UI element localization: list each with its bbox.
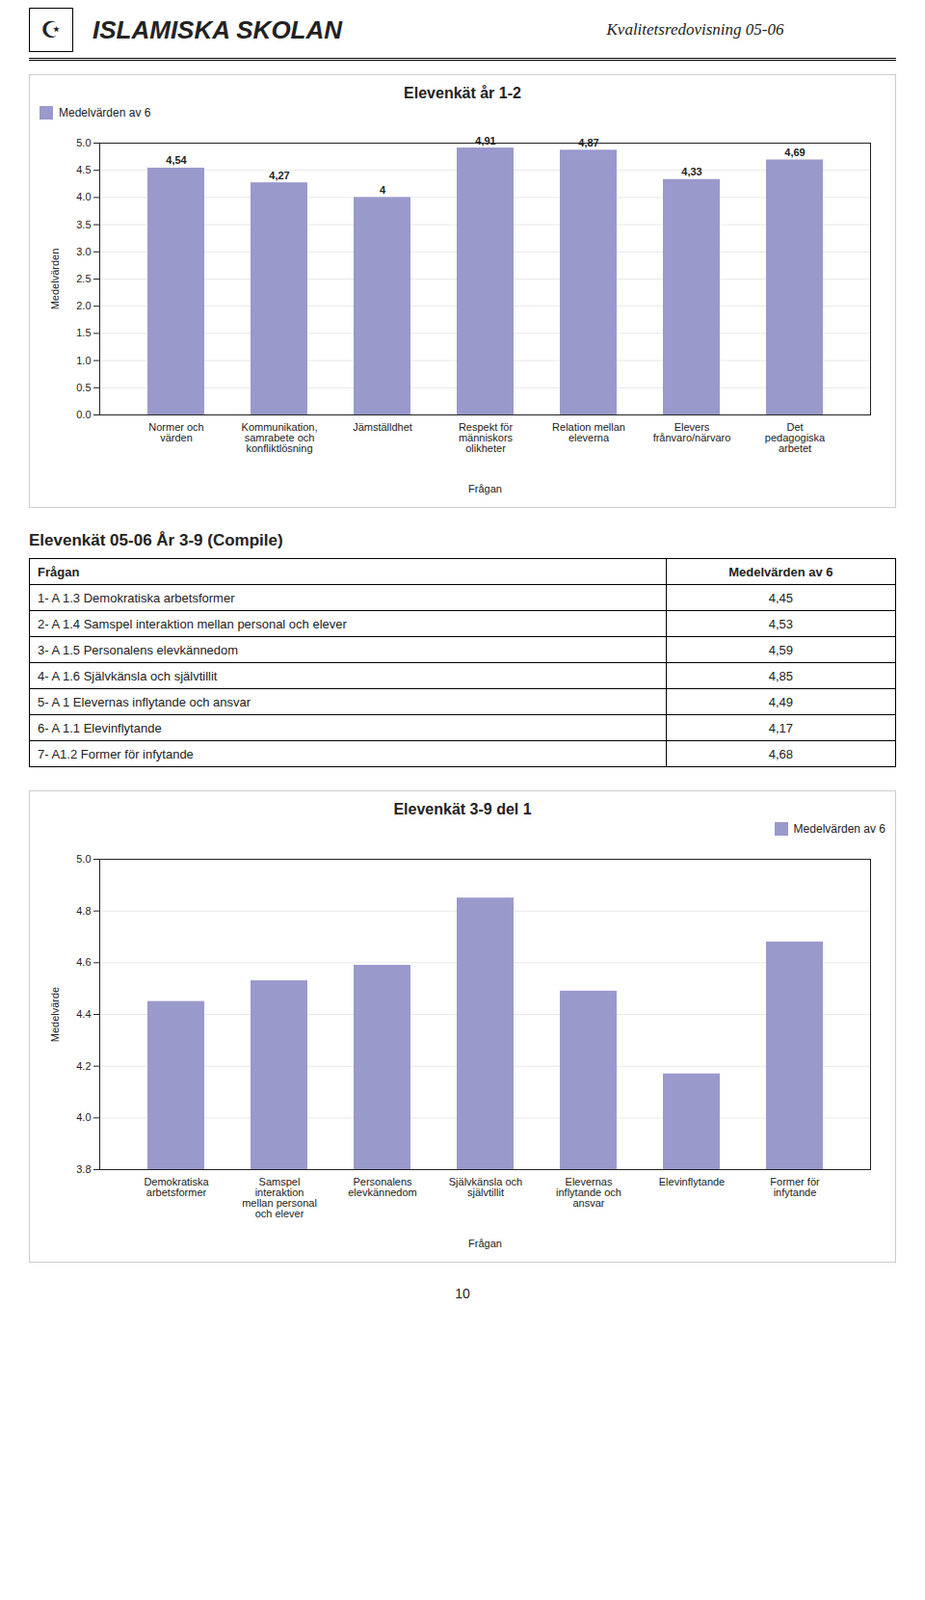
svg-text:5.0: 5.0 bbox=[76, 852, 91, 865]
svg-text:Demokratiskaarbetsformer: Demokratiskaarbetsformer bbox=[143, 1175, 210, 1198]
html-text:Medelvärden av 6: Medelvärden av 6 bbox=[728, 564, 834, 579]
svg-text:Frågan: Frågan bbox=[468, 1237, 503, 1249]
html-text:6- A 1.1 Elevinflytande: 6- A 1.1 Elevinflytande bbox=[37, 720, 162, 735]
html-text:Frågan: Frågan bbox=[37, 564, 80, 579]
html-text:1- A 1.3 Demokratiska arbetsfo: 1- A 1.3 Demokratiska arbetsformer bbox=[37, 590, 235, 605]
svg-text:Självkänsla ochsjälvtillit: Självkänsla ochsjälvtillit bbox=[449, 1175, 523, 1198]
html-text:Elevenkät 3-9 del 1: Elevenkät 3-9 del 1 bbox=[393, 800, 532, 818]
svg-text:Jämställdhet: Jämställdhet bbox=[352, 421, 413, 433]
svg-text:4.0: 4.0 bbox=[76, 190, 91, 203]
html-text:Elevenkät 05-06 År 3-9 (Compil: Elevenkät 05-06 År 3-9 (Compile) bbox=[28, 530, 283, 550]
html-text:4,53: 4,53 bbox=[768, 616, 793, 631]
html-text:5- A 1 Elevernas inflytande oc: 5- A 1 Elevernas inflytande och ansvar bbox=[37, 694, 251, 709]
svg-text:Medelvärden: Medelvärden bbox=[49, 248, 61, 311]
html-text:ISLAMISKA SKOLAN: ISLAMISKA SKOLAN bbox=[92, 14, 343, 44]
html-text:7- A1.2 Former för infytande: 7- A1.2 Former för infytande bbox=[37, 746, 194, 761]
html-text:4,17: 4,17 bbox=[768, 720, 793, 735]
svg-text:3.0: 3.0 bbox=[76, 245, 91, 258]
svg-text:Elevinflytande: Elevinflytande bbox=[659, 1175, 726, 1188]
html-text:Medelvärden av 6: Medelvärden av 6 bbox=[58, 105, 151, 120]
html-text:4,68: 4,68 bbox=[768, 746, 793, 761]
svg-text:Medelvärde: Medelvärde bbox=[49, 986, 61, 1042]
svg-text:4.6: 4.6 bbox=[76, 955, 91, 968]
svg-text:0.5: 0.5 bbox=[76, 381, 91, 394]
svg-text:4.5: 4.5 bbox=[76, 163, 91, 176]
html-text:Kvalitetsredovisning 05-06: Kvalitetsredovisning 05-06 bbox=[606, 20, 784, 39]
html-text:2- A 1.4 Samspel interaktion m: 2- A 1.4 Samspel interaktion mellan pers… bbox=[37, 616, 347, 631]
svg-text:0.0: 0.0 bbox=[76, 408, 91, 421]
html-text:4,85: 4,85 bbox=[768, 668, 793, 683]
svg-text:4,87: 4,87 bbox=[578, 136, 599, 149]
svg-text:4,54: 4,54 bbox=[165, 154, 187, 166]
html-text:Medelvärden av 6: Medelvärden av 6 bbox=[793, 821, 886, 836]
svg-text:3.8: 3.8 bbox=[76, 1162, 91, 1175]
html-text:4- A 1.6 Självkänsla och själv: 4- A 1.6 Självkänsla och självtillit bbox=[37, 668, 218, 683]
svg-text:4,91: 4,91 bbox=[475, 134, 496, 147]
svg-text:Personalenselevkännedom: Personalenselevkännedom bbox=[347, 1175, 418, 1198]
svg-text:Relation mellaneleverna: Relation mellaneleverna bbox=[552, 421, 626, 444]
html-text:4,59: 4,59 bbox=[768, 642, 793, 657]
svg-text:4.4: 4.4 bbox=[76, 1007, 91, 1020]
svg-text:4.0: 4.0 bbox=[76, 1110, 91, 1123]
svg-text:2.0: 2.0 bbox=[76, 299, 91, 312]
svg-text:4: 4 bbox=[379, 184, 387, 196]
svg-text:Kommunikation,samrabete ochkon: Kommunikation,samrabete ochkonfliktlösni… bbox=[241, 421, 318, 454]
svg-text:Samspelinteraktionmellan perso: Samspelinteraktionmellan personaloch ele… bbox=[241, 1175, 318, 1219]
svg-text:Normer ochvärden: Normer ochvärden bbox=[148, 421, 204, 444]
svg-text:1.0: 1.0 bbox=[76, 354, 91, 367]
svg-text:4,33: 4,33 bbox=[681, 165, 702, 178]
html-text:3- A 1.5 Personalens elevkänne: 3- A 1.5 Personalens elevkännedom bbox=[37, 642, 239, 657]
svg-text:2.5: 2.5 bbox=[76, 272, 91, 285]
svg-text:Frågan: Frågan bbox=[468, 482, 503, 495]
html-text:4,49: 4,49 bbox=[768, 694, 793, 709]
svg-text:4.2: 4.2 bbox=[76, 1059, 91, 1072]
svg-text:3.5: 3.5 bbox=[76, 218, 91, 231]
svg-text:Eleversfrånvaro/närvaro: Eleversfrånvaro/närvaro bbox=[653, 421, 732, 444]
svg-text:4,27: 4,27 bbox=[268, 169, 290, 182]
html-text:Elevenkät år 1-2: Elevenkät år 1-2 bbox=[403, 84, 522, 102]
svg-text:5.0: 5.0 bbox=[76, 136, 91, 149]
svg-text:Detpedagogiskaarbetet: Detpedagogiskaarbetet bbox=[765, 421, 826, 454]
html-text:4,45: 4,45 bbox=[768, 590, 793, 605]
svg-text:Elevernasinflytande ochansvar: Elevernasinflytande ochansvar bbox=[555, 1175, 622, 1209]
svg-text:4.8: 4.8 bbox=[76, 904, 91, 917]
svg-text:Former förinfytande: Former förinfytande bbox=[769, 1175, 820, 1198]
svg-text:4,69: 4,69 bbox=[784, 146, 805, 159]
svg-text:1.5: 1.5 bbox=[76, 326, 91, 339]
svg-text:Respekt förmänniskorsolikheter: Respekt förmänniskorsolikheter bbox=[458, 421, 514, 454]
html-text:10: 10 bbox=[454, 1285, 471, 1301]
